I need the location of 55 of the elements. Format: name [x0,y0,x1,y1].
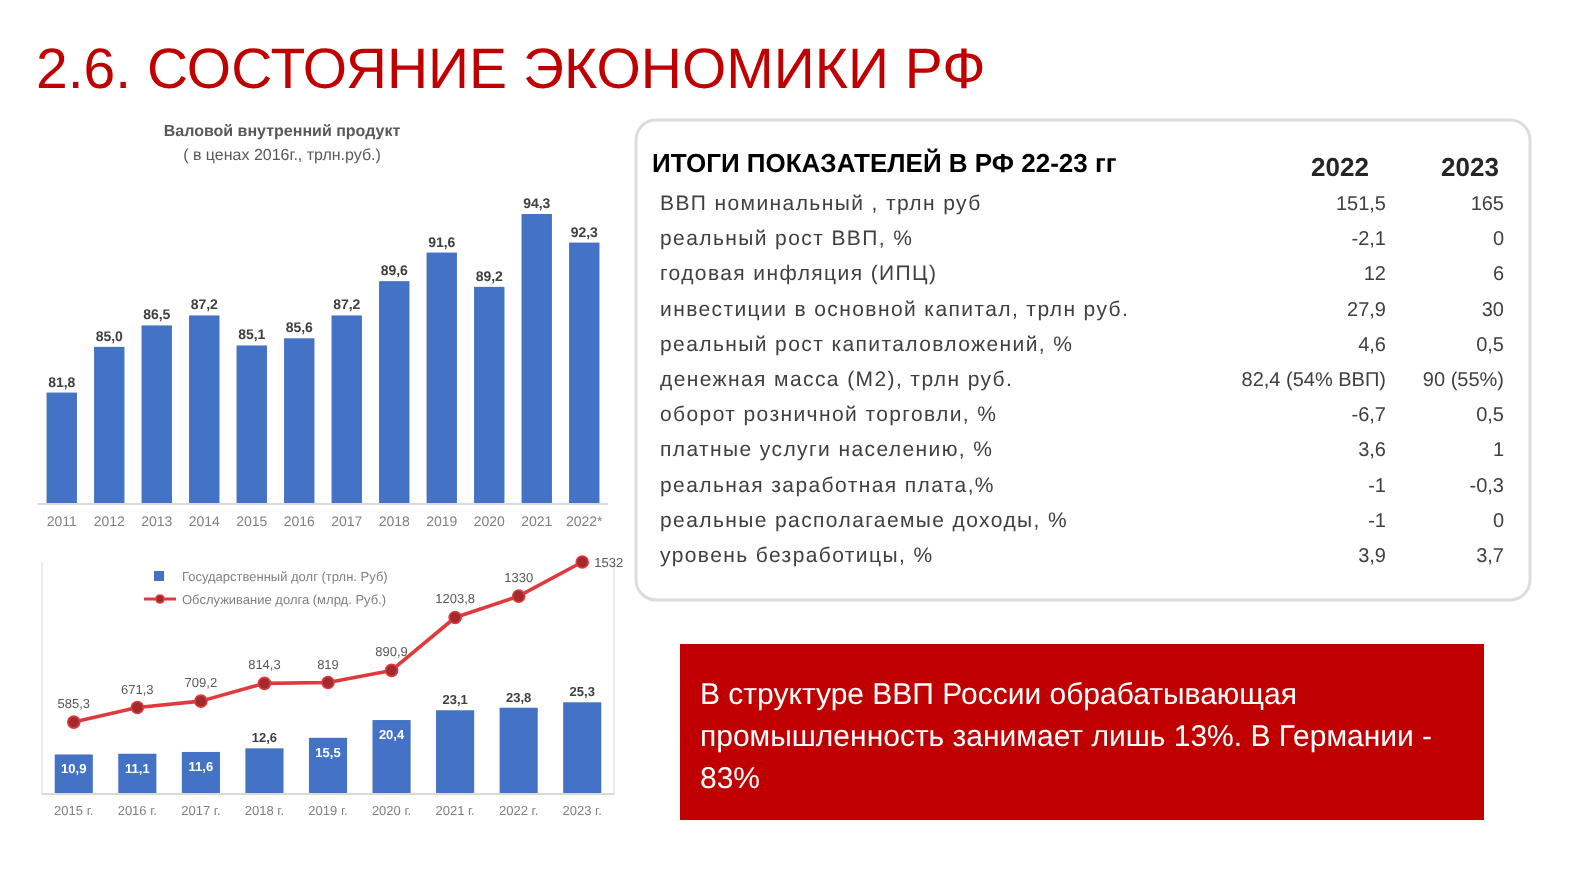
text: 0 [1492,510,1505,533]
text: 12 [1363,264,1387,287]
text: реальный рост капиталовложений, % [660,332,1074,357]
bar [436,710,475,794]
text: уровень безработицы, % [660,544,934,568]
point [575,555,590,569]
point [384,663,399,678]
text: -6,7 [1351,405,1387,428]
text: 165 [1470,194,1505,216]
point [257,676,272,691]
text: реальная заработная плата,% [660,473,995,498]
point [66,715,81,729]
text: 2022 [1311,152,1369,182]
text: 151,5 [1335,194,1387,216]
text: ИТОГИ ПОКАЗАТЕЛЕЙ В РФ 22-23 гг [652,148,1118,178]
text: 4,6 [1358,334,1387,357]
bar [372,720,411,794]
text: 3,9 [1358,546,1387,568]
text: 90 (55%) [1422,370,1504,392]
text: инвестиции в основной капитал, трлн руб. [660,297,1130,322]
text: -1 [1368,510,1387,533]
text: 27,9 [1347,299,1387,322]
text: ВВП номинальный , трлн руб [660,192,982,216]
point [130,700,145,715]
text: 0,5 [1476,334,1505,357]
text: реальный рост ВВП, % [660,227,914,252]
text: 30 [1481,299,1505,322]
text: 3,7 [1476,546,1505,568]
text: 2.6. СОСТОЯНИЕ ЭКОНОМИКИ РФ [36,38,986,102]
point [321,675,335,690]
text: 0 [1492,229,1505,252]
text: 3,6 [1358,440,1387,463]
text: -1 [1368,475,1387,498]
bar [563,702,602,794]
text: 82,4 (54% ВВП) [1241,370,1386,392]
point [511,589,526,603]
text: -0,3 [1469,475,1505,498]
point [194,694,208,708]
text: реальные располагаемые доходы, % [660,508,1069,533]
bar [308,737,348,794]
text: платные услуги населению, % [660,438,994,463]
point [448,610,462,625]
bar [245,748,284,794]
text: оборот розничной торговли, % [660,403,998,428]
text: 1 [1492,440,1505,463]
text: 0,5 [1476,405,1505,428]
chart-subtitle: ( в ценах 2016г., трлн.руб.) [183,146,382,164]
text: 2023 [1441,152,1499,182]
text: денежная масса (М2), трлн руб. [660,368,1014,392]
text: годовая инфляция (ИПЦ) [660,262,938,287]
chart-title: Валовой внутренний продукт [163,122,401,140]
text: В структуре ВВП России обрабатывающая промышленность занимает лишь 13%. В Германии - 83% [700,678,1433,796]
text: -2,1 [1351,229,1387,252]
text: 6 [1492,264,1505,287]
bar [499,707,538,794]
